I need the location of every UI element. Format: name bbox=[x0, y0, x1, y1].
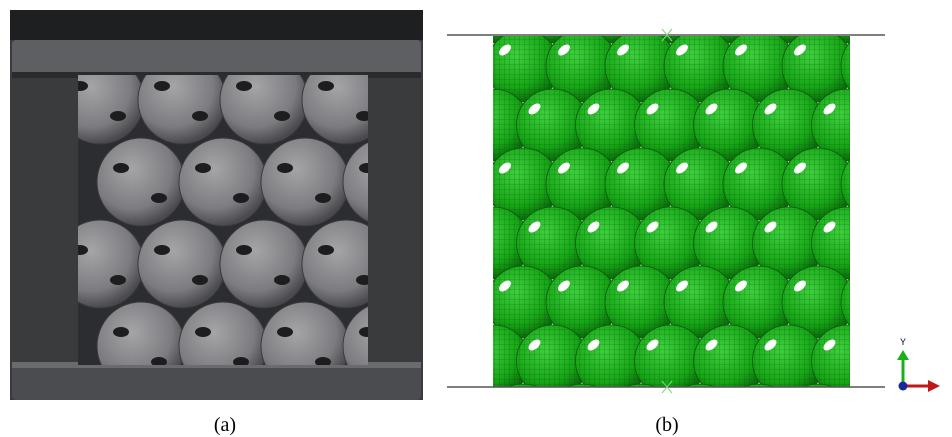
mesh-grid bbox=[871, 0, 943, 43]
lattice-shell bbox=[97, 138, 185, 226]
panel-label: (a) bbox=[214, 414, 236, 436]
fe-panel bbox=[428, 0, 943, 437]
sphere-hole bbox=[733, 396, 749, 411]
panel-label: (b) bbox=[655, 414, 678, 436]
lattice-hole bbox=[195, 163, 211, 173]
lattice-hole bbox=[236, 81, 252, 91]
mesh-sphere bbox=[871, 0, 943, 43]
sphere-hole bbox=[468, 101, 484, 116]
mesh-sphere bbox=[841, 384, 913, 437]
sphere-hole bbox=[881, 337, 897, 352]
sphere-hole bbox=[438, 160, 454, 175]
sphere-hole bbox=[497, 396, 513, 411]
sphere-hole bbox=[556, 396, 572, 411]
mesh-sphere bbox=[487, 384, 559, 437]
mesh-sphere bbox=[841, 266, 913, 338]
figure: Y (a) (b) bbox=[0, 0, 952, 437]
sphere-hole bbox=[851, 42, 867, 57]
mesh-grid bbox=[841, 30, 913, 102]
lattice-hole bbox=[110, 111, 126, 121]
lattice-hole bbox=[113, 163, 129, 173]
mesh-grid bbox=[841, 384, 913, 437]
lattice-hole bbox=[154, 245, 170, 255]
mesh-sphere bbox=[428, 266, 500, 338]
lattice-hole bbox=[110, 275, 126, 285]
mesh-sphere bbox=[871, 89, 943, 161]
sphere-hole bbox=[468, 337, 484, 352]
sphere-hole bbox=[438, 396, 454, 411]
y-axis-label: Y bbox=[900, 337, 906, 347]
lattice-hole bbox=[233, 193, 249, 203]
lattice-shell bbox=[138, 220, 226, 308]
axis-triad: Y bbox=[897, 337, 940, 392]
lattice-hole bbox=[195, 327, 211, 337]
sphere-hole bbox=[615, 396, 631, 411]
lattice-shell bbox=[220, 220, 308, 308]
lattice-hole bbox=[274, 111, 290, 121]
lattice-hole bbox=[274, 275, 290, 285]
upper-plate bbox=[12, 40, 421, 76]
lattice-hole bbox=[277, 327, 293, 337]
lattice-hole bbox=[192, 111, 208, 121]
mesh-sphere bbox=[871, 207, 943, 279]
mesh-grid bbox=[546, 384, 618, 437]
machine-top bbox=[10, 10, 423, 40]
lattice-hole bbox=[236, 245, 252, 255]
sphere-hole bbox=[468, 219, 484, 234]
mesh-grid bbox=[428, 266, 500, 338]
lattice-hole bbox=[318, 81, 334, 91]
mesh-grid bbox=[871, 89, 943, 161]
mesh-grid bbox=[871, 207, 943, 279]
lattice-hole bbox=[192, 275, 208, 285]
mesh-sphere bbox=[428, 30, 500, 102]
mesh-grid bbox=[428, 148, 500, 220]
lattice-hole bbox=[113, 327, 129, 337]
lattice-hole bbox=[277, 163, 293, 173]
lattice-hole bbox=[318, 245, 334, 255]
mesh-grid bbox=[487, 384, 559, 437]
lattice-hole bbox=[151, 193, 167, 203]
mesh-sphere bbox=[428, 148, 500, 220]
sphere-hole bbox=[851, 160, 867, 175]
sphere-hole bbox=[438, 278, 454, 293]
sphere-hole bbox=[792, 396, 808, 411]
mesh-grid bbox=[428, 30, 500, 102]
mesh-grid bbox=[841, 148, 913, 220]
mesh-sphere bbox=[782, 384, 854, 437]
mesh-sphere bbox=[546, 384, 618, 437]
sphere-hole bbox=[851, 278, 867, 293]
sphere-hole bbox=[851, 396, 867, 411]
sphere-hole bbox=[438, 42, 454, 57]
sphere-hole bbox=[881, 219, 897, 234]
lattice-hole bbox=[154, 81, 170, 91]
sphere-hole bbox=[881, 101, 897, 116]
lattice-shell bbox=[179, 138, 267, 226]
mesh-grid bbox=[723, 384, 795, 437]
photo-panel bbox=[10, 10, 431, 400]
mesh-sphere bbox=[723, 384, 795, 437]
mesh-grid bbox=[782, 384, 854, 437]
sphere-hole bbox=[674, 396, 690, 411]
y-arrowhead bbox=[897, 350, 909, 360]
fe-mesh bbox=[428, 0, 943, 437]
z-axis-dot bbox=[899, 382, 908, 391]
mesh-grid bbox=[841, 266, 913, 338]
mesh-grid bbox=[428, 384, 500, 437]
lattice-shell bbox=[261, 138, 349, 226]
mesh-sphere bbox=[841, 30, 913, 102]
mesh-sphere bbox=[841, 148, 913, 220]
x-arrowhead bbox=[928, 380, 940, 392]
mesh-sphere bbox=[428, 384, 500, 437]
lattice-hole bbox=[315, 193, 331, 203]
